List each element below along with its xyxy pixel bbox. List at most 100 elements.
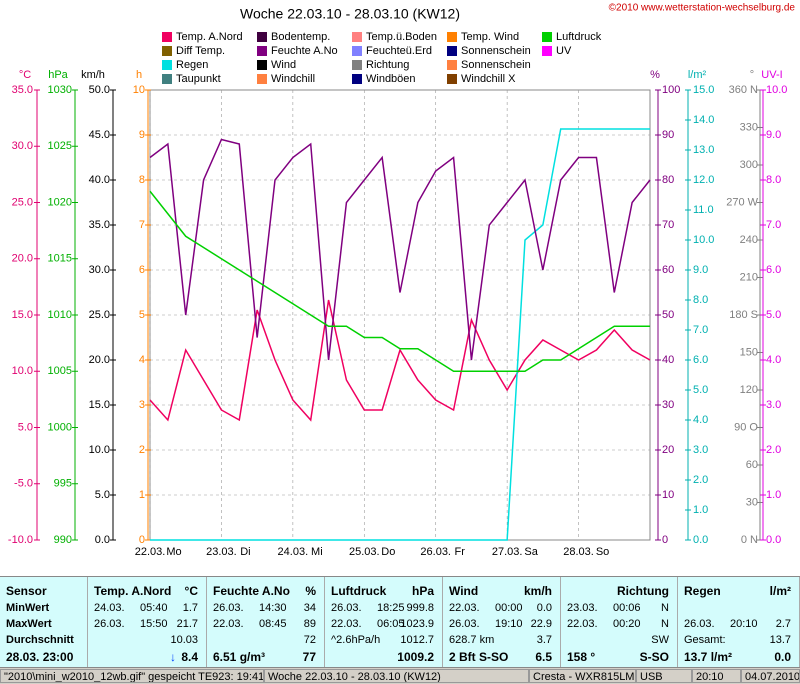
table-cell: 6.51 g/m³ [213, 650, 266, 664]
tick-label: 0.0 [766, 534, 781, 546]
table-cell: Gesamt: [684, 634, 726, 646]
tick-label: 11.0 [693, 204, 714, 216]
axis-unit: hPa [48, 69, 68, 81]
tick-label: 240 [740, 234, 758, 246]
tick-label: 6.0 [766, 264, 781, 276]
day-label: 25.03. [349, 546, 380, 558]
copyright: ©2010 www.wetterstation-wechselburg.de [609, 3, 796, 14]
tick-label: 9 [139, 129, 145, 141]
table-cell: 13.7 [769, 634, 791, 646]
tick-label: 25.0 [89, 309, 110, 321]
tick-label: 15.0 [693, 84, 714, 96]
tick-label: -10.0 [8, 534, 33, 546]
table-cell: 0.0 [774, 650, 791, 664]
table-cell: Sensor [6, 584, 47, 598]
table-cell: 00:06 [613, 602, 641, 614]
tick-label: 70 [662, 219, 674, 231]
tick-label: 50.0 [89, 84, 110, 96]
legend-swatch [447, 74, 457, 84]
day-label: 27.03. [492, 546, 523, 558]
tick-label: 0.0 [693, 534, 708, 546]
tick-label: 14.0 [693, 114, 714, 126]
tick-label: 45.0 [89, 129, 110, 141]
tick-label: 150 [740, 346, 758, 358]
title: Woche 22.03.10 - 28.03.10 (KW12) [240, 6, 460, 22]
legend-label: Temp.ü.Boden [366, 31, 437, 43]
tick-label: 8 [139, 174, 145, 186]
tick-label: 8.0 [693, 294, 708, 306]
tick-label: 7.0 [693, 324, 708, 336]
tick-label: 180 S [729, 309, 758, 321]
table-cell: 23.03. [567, 602, 598, 614]
tick-label: 60 [662, 264, 674, 276]
tick-label: 40 [662, 354, 674, 366]
tick-label: 1020 [48, 196, 72, 208]
tick-label: 5.0 [18, 421, 33, 433]
tick-label: 25.0 [12, 196, 33, 208]
tick-label: 1025 [48, 140, 72, 152]
tick-label: -5.0 [14, 478, 33, 490]
table-cell: l/m² [769, 584, 791, 598]
tick-label: 0 [139, 534, 145, 546]
table-cell: 89 [303, 618, 316, 630]
tick-label: 1005 [48, 365, 72, 377]
table-group: Richtung 23.03. 00:06 N 22.03. 00:20 N SW 158 ° S… [561, 577, 678, 667]
table-cell: 22.03. [331, 618, 362, 630]
tick-label: 10.0 [12, 365, 33, 377]
axis-unit: h [136, 69, 142, 81]
series-line [150, 128, 650, 541]
table-cell: 628.7 km [449, 634, 495, 646]
legend-swatch [257, 74, 267, 84]
tick-label: 6 [139, 264, 145, 276]
tick-label: 90 [662, 129, 674, 141]
tick-label: 3.0 [766, 399, 781, 411]
tick-label: 10.0 [89, 444, 110, 456]
series-line [149, 299, 651, 422]
tick-label: 9.0 [766, 129, 781, 141]
tick-label: 10.0 [693, 234, 714, 246]
weekday-label: Do [381, 546, 395, 558]
legend-swatch [162, 60, 172, 70]
table-cell: 26.03. [213, 602, 244, 614]
table-cell: 05:40 [140, 602, 168, 614]
table-cell: ↓ [170, 650, 176, 664]
axis-unit: l/m² [688, 69, 707, 81]
table-cell: 22.9 [530, 618, 552, 630]
legend-label: Temp. A.Nord [176, 31, 243, 43]
tick-label: 7.0 [766, 219, 781, 231]
tick-label: 2.0 [766, 444, 781, 456]
legend-swatch [162, 74, 172, 84]
table-cell: 26.03. [449, 618, 480, 630]
tick-label: 6.0 [693, 354, 708, 366]
tick-label: 35.0 [12, 84, 33, 96]
table-cell: 3.7 [536, 634, 552, 646]
table-cell: 28.03. 23:00 [6, 650, 74, 664]
tick-label: 4.0 [766, 354, 781, 366]
table-cell: 26.03. [94, 618, 125, 630]
tick-label: 90 O [734, 421, 758, 433]
legend-swatch [257, 46, 267, 56]
table-cell: N [661, 618, 669, 630]
table-cell: 13.7 l/m² [684, 650, 733, 664]
status-field: 20:10 [692, 669, 741, 683]
legend-swatch [447, 46, 457, 56]
axis-unit: UV-I [761, 69, 782, 81]
table-cell: Feuchte A.No [213, 584, 290, 598]
weekday-label: Sa [524, 546, 538, 558]
table-cell: 26.03. [684, 618, 715, 630]
tick-label: 15.0 [89, 399, 110, 411]
table-cell: 08:45 [259, 618, 287, 630]
tick-label: 35.0 [89, 219, 110, 231]
table-cell: 999.8 [406, 602, 434, 614]
table-cell: 19:10 [495, 618, 523, 630]
tick-label: 20 [662, 444, 674, 456]
tick-label: 50 [662, 309, 674, 321]
status-field: "2010\mini_w2010_12wb.gif" gespeicht TE9… [0, 669, 264, 683]
axis-unit: % [650, 69, 660, 81]
legend-swatch [447, 32, 457, 42]
legend-label: Windchill X [461, 73, 516, 85]
legend-swatch [352, 32, 362, 42]
tick-label: 270 W [726, 196, 758, 208]
weekday-label: Mo [166, 546, 181, 558]
